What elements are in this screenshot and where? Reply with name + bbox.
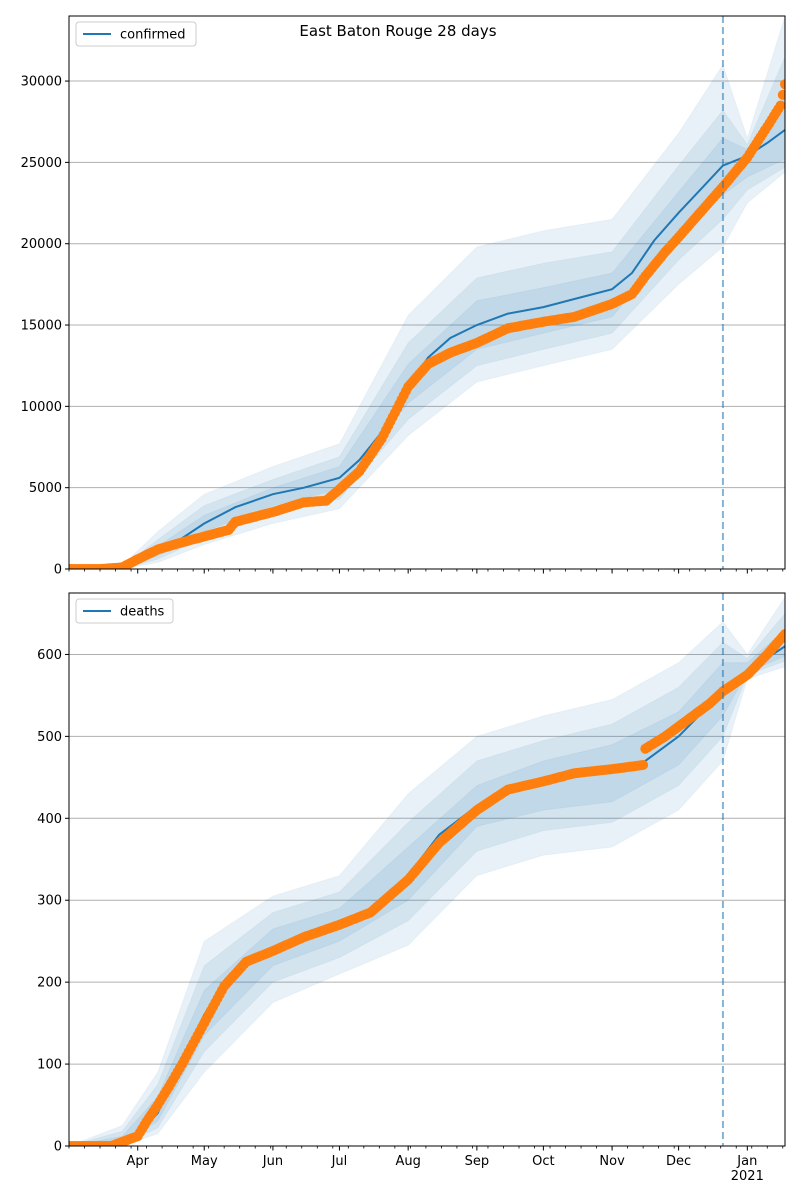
- deaths-y-tick-label: 100: [37, 1058, 62, 1073]
- deaths-uncertainty-band-2: [69, 612, 785, 1146]
- confirmed-chart-panel: 0 5000 10000 15000 20000 25000 30000 confirmed: [21, 15, 786, 578]
- deaths-uncertainty-band-3: [69, 629, 785, 1146]
- deaths-uncertainty-band-1: [69, 596, 785, 1146]
- deaths-y-tick-label: 300: [37, 894, 62, 909]
- confirmed-y-tick-label: 30000: [21, 75, 62, 90]
- confirmed-y-tick-label: 5000: [29, 481, 62, 496]
- deaths-observed-point: [638, 760, 649, 770]
- confirmed-uncertainty-band-1: [69, 16, 785, 569]
- deaths-x-tick-label: Nov: [599, 1154, 625, 1169]
- confirmed-y-tick-label: 10000: [21, 400, 62, 415]
- confirmed-axes-frame: [68, 15, 786, 570]
- confirmed-plot-area: [69, 16, 785, 569]
- deaths-y-tick-label: 600: [37, 648, 62, 663]
- deaths-legend-label: deaths: [120, 605, 165, 620]
- deaths-y-tick-label: 0: [54, 1140, 62, 1155]
- deaths-x-tick-label: Dec: [666, 1154, 691, 1169]
- deaths-x-tick-label: 2021: [731, 1169, 764, 1184]
- deaths-y-tick-label: 500: [37, 730, 62, 745]
- confirmed-observed-point: [780, 79, 785, 90]
- deaths-y-tick-label: 400: [37, 812, 62, 827]
- figure-title: East Baton Rouge 28 days: [299, 22, 496, 40]
- confirmed-legend: confirmed: [75, 21, 197, 47]
- deaths-observed-points: [69, 629, 785, 1146]
- deaths-legend: deaths: [75, 598, 174, 624]
- confirmed-y-tick-label: 25000: [21, 156, 62, 171]
- deaths-x-tick-label: Jul: [331, 1154, 348, 1169]
- deaths-plot-area: [69, 596, 785, 1146]
- deaths-axes-frame: [68, 592, 786, 1147]
- confirmed-legend-box: [75, 21, 197, 47]
- deaths-observed-point: [780, 629, 785, 639]
- deaths-x-tick-label: Apr: [126, 1154, 149, 1169]
- deaths-x-tick-label: May: [191, 1154, 218, 1169]
- confirmed-observed-points: [69, 79, 785, 569]
- deaths-legend-box: [75, 598, 174, 624]
- confirmed-y-tick-label: 0: [54, 563, 62, 578]
- deaths-x-tick-label: Oct: [532, 1154, 554, 1169]
- deaths-y-tick-label: 200: [37, 976, 62, 991]
- deaths-x-tick-label: Jan: [736, 1154, 757, 1169]
- deaths-chart-panel: 0 100 200 300 400 500 600 Apr May Jun Jul Aug Sep Oct…: [37, 592, 786, 1184]
- confirmed-y-tick-label: 20000: [21, 237, 62, 252]
- deaths-x-tick-label: Sep: [465, 1154, 490, 1169]
- confirmed-legend-label: confirmed: [120, 28, 186, 43]
- confirmed-observed-point: [777, 89, 785, 100]
- confirmed-observed-point: [775, 100, 785, 111]
- confirmed-y-tick-label: 15000: [21, 319, 62, 334]
- deaths-x-tick-label: Jun: [262, 1154, 283, 1169]
- deaths-x-tick-label: Aug: [395, 1154, 420, 1169]
